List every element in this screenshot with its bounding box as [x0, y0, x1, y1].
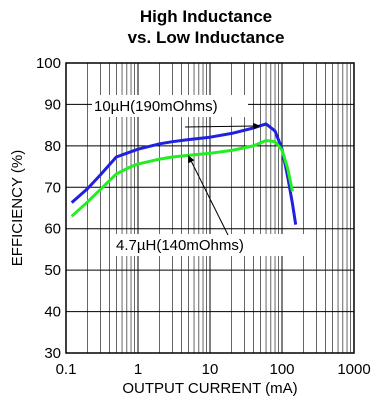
y-tick-label: 70: [44, 179, 61, 196]
chart-subtitle: vs. Low Inductance: [128, 28, 285, 47]
y-tick-label: 30: [44, 345, 61, 362]
plot-border: [65, 62, 355, 354]
x-tick-label: 100: [269, 361, 294, 378]
annotation-layer: 10µH(190mOhms) 4.7µH(140mOhms): [92, 95, 306, 256]
annotation-2-label: 4.7µH(140mOhms): [116, 237, 244, 254]
y-tick-labels: 30 40 50 60 70 80 90 100: [36, 55, 61, 362]
annotation-2-bg: [114, 234, 306, 256]
y-tick-label: 60: [44, 221, 61, 238]
x-tick-label: 0.1: [56, 361, 77, 378]
annotation-1-arrowhead: [253, 122, 261, 130]
annotation-2-arrow: [187, 155, 229, 236]
x-tick-label: 10: [202, 361, 219, 378]
annotation-1-label: 10µH(190mOhms): [94, 98, 218, 115]
y-tick-label: 40: [44, 304, 61, 321]
y-tick-label: 80: [44, 138, 61, 155]
annotation-2-arrowhead: [188, 155, 195, 164]
x-tick-labels: 0.1 1 10 100 1000: [56, 361, 371, 378]
y-tick-label: 90: [44, 96, 61, 113]
x-tick-label: 1: [134, 361, 142, 378]
x-axis-label: OUTPUT CURRENT (mA): [122, 380, 297, 397]
y-axis-label: EFFICIENCY (%): [9, 150, 26, 266]
annotation-1-arrow: [184, 125, 261, 128]
x-tick-label: 1000: [337, 361, 370, 378]
y-tick-label: 100: [36, 55, 61, 72]
annotation-1-bg: [92, 95, 248, 117]
y-tick-label: 50: [44, 262, 61, 279]
chart-title: High Inductance: [140, 7, 272, 26]
